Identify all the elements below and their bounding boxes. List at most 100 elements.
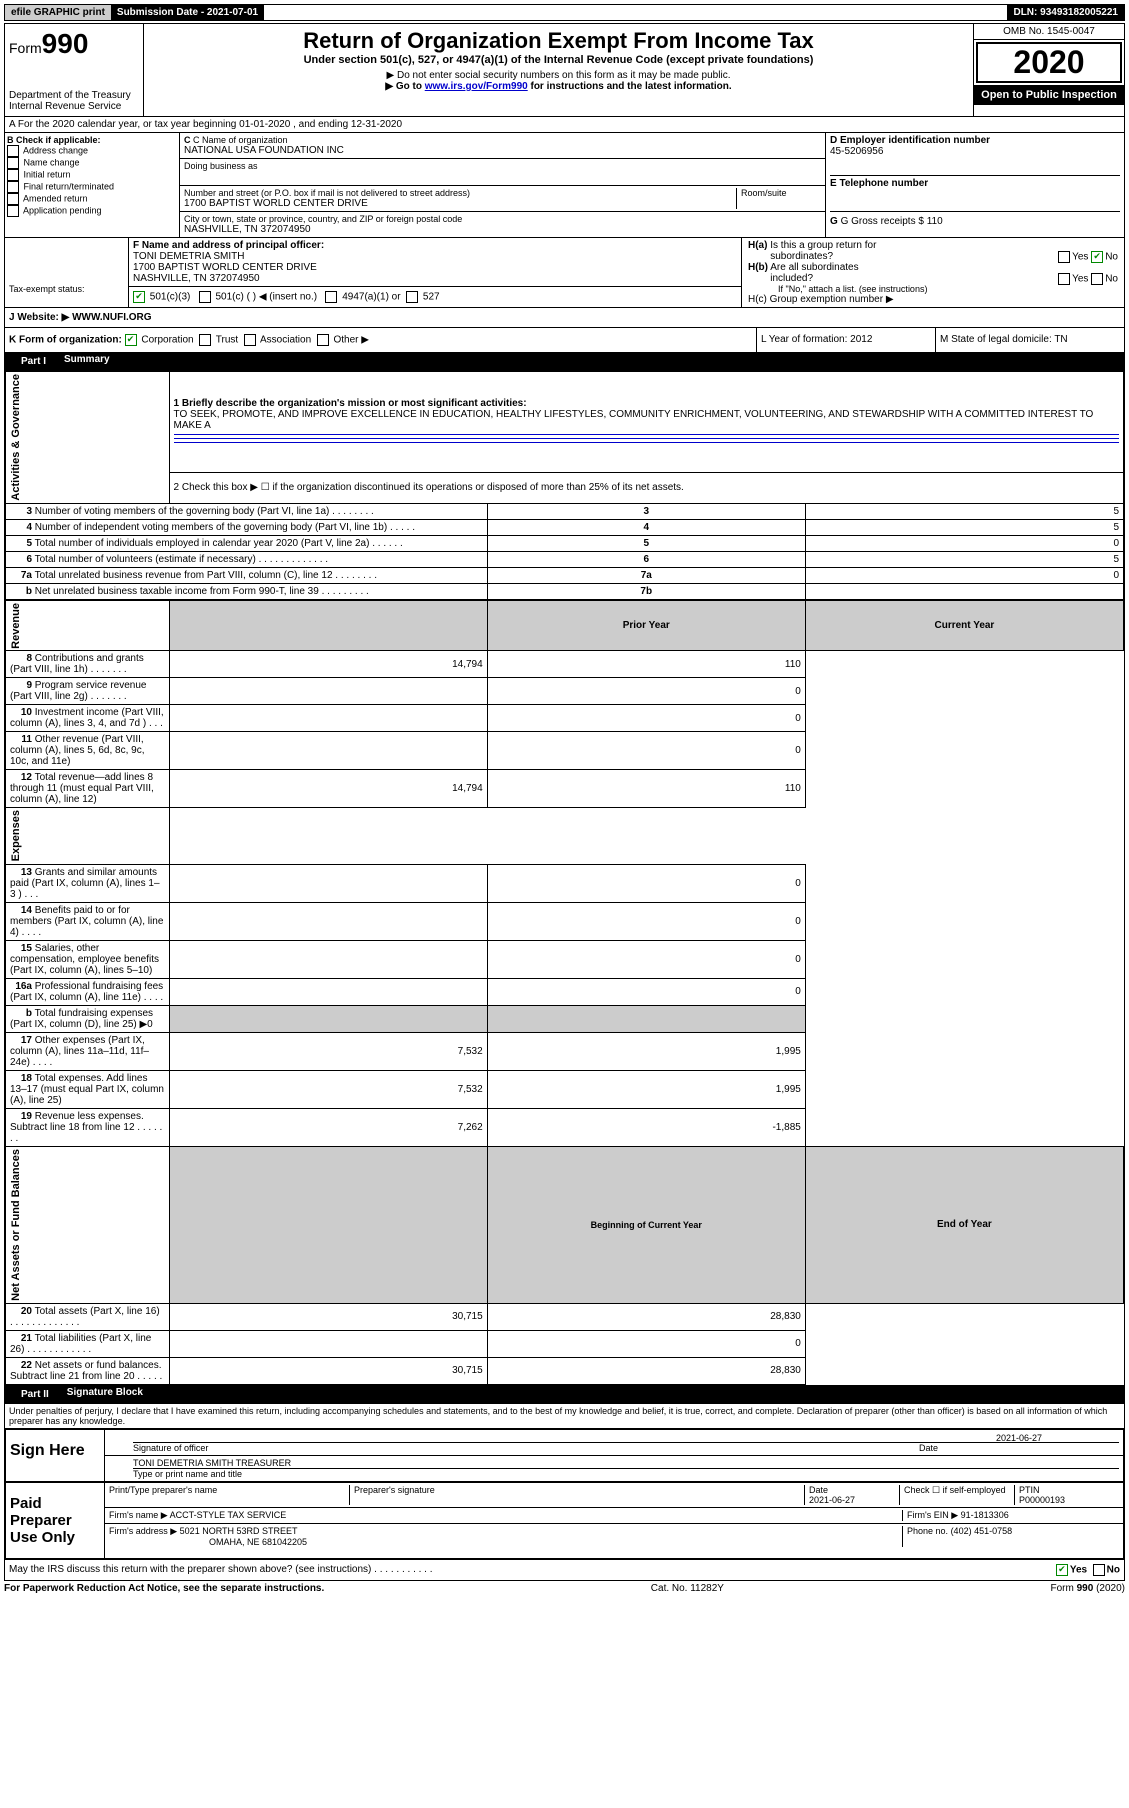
prep-sig-label: Preparer's signature <box>350 1485 805 1505</box>
prep-date: 2021-06-27 <box>809 1495 855 1505</box>
line-7b: b Net unrelated business taxable income … <box>6 583 1124 599</box>
line-4: 4 Number of independent voting members o… <box>6 519 1124 535</box>
line-9: 9 Program service revenue (Part VIII, li… <box>6 678 1124 705</box>
line-3: 3 Number of voting members of the govern… <box>6 503 1124 519</box>
f-label: F Name and address of principal officer: <box>133 240 324 251</box>
h-c: H(c) Group exemption number ▶ <box>748 294 1118 305</box>
col-end: End of Year <box>805 1146 1123 1303</box>
gross-receipts: G Gross receipts $ 110 <box>841 216 943 227</box>
rot-revenue: Revenue <box>10 603 22 649</box>
perjury: Under penalties of perjury, I declare th… <box>5 1404 1124 1428</box>
sig-date: 2021-06-27 <box>919 1433 1119 1443</box>
part1-header: Part I Summary <box>5 352 1124 371</box>
form-header: Form990 Department of the Treasury Inter… <box>5 24 1124 116</box>
prep-name-label: Print/Type preparer's name <box>109 1485 350 1505</box>
cb-501c3[interactable]: ✔ <box>133 291 145 303</box>
state-domicile: M State of legal domicile: TN <box>935 328 1124 352</box>
sign-here-block: Sign Here Signature of officer Date 2021… <box>5 1428 1124 1482</box>
city: NASHVILLE, TN 372074950 <box>184 224 821 235</box>
addr: 1700 BAPTIST WORLD CENTER DRIVE <box>184 198 736 209</box>
entity-block: B Check if applicable: Address change Na… <box>5 132 1124 237</box>
efile-label: efile GRAPHIC print <box>5 5 111 20</box>
firm-name: ACCT-STYLE TAX SERVICE <box>170 1510 287 1520</box>
col-c: C C Name of organization NATIONAL USA FO… <box>180 133 826 237</box>
org-name: NATIONAL USA FOUNDATION INC <box>184 145 821 156</box>
form-number: Form990 <box>9 28 139 60</box>
officer-typed: TONI DEMETRIA SMITH TREASURER <box>133 1458 1119 1469</box>
cb-initial-return: Initial return <box>7 169 177 181</box>
year-formation: L Year of formation: 2012 <box>756 328 935 352</box>
discuss-row: May the IRS discuss this return with the… <box>5 1559 1124 1580</box>
c-label: C Name of organization <box>193 135 288 145</box>
line-19: 19 Revenue less expenses. Subtract line … <box>6 1108 1124 1146</box>
col-b: B Check if applicable: Address change Na… <box>5 133 180 237</box>
line-22: 22 Net assets or fund balances. Subtract… <box>6 1357 1124 1384</box>
form-990: Form990 Department of the Treasury Inter… <box>4 23 1125 1581</box>
h-a: H(a) Is this a group return for subordin… <box>748 240 1118 262</box>
line-13: 13 Grants and similar amounts paid (Part… <box>6 864 1124 902</box>
line-20: 20 Total assets (Part X, line 16) . . . … <box>6 1303 1124 1330</box>
line-12: 12 Total revenue—add lines 8 through 11 … <box>6 770 1124 808</box>
line-6: 6 Total number of volunteers (estimate i… <box>6 551 1124 567</box>
room-label: Room/suite <box>736 188 821 209</box>
ssn-note: ▶ Do not enter social security numbers o… <box>148 70 969 81</box>
footer-right: Form 990 (2020) <box>1051 1583 1125 1594</box>
firm-addr2: OMAHA, NE 681042205 <box>109 1537 307 1547</box>
phone-e-label: E Telephone number <box>830 178 928 189</box>
top-bar: efile GRAPHIC print Submission Date - 20… <box>4 4 1125 21</box>
f-h-block: Tax-exempt status: F Name and address of… <box>5 237 1124 307</box>
part1-table: Activities & Governance 1 Briefly descri… <box>5 371 1124 1385</box>
cb-527[interactable] <box>406 291 418 303</box>
firm-phone: (402) 451-0758 <box>951 1526 1013 1536</box>
sig-officer-label: Signature of officer <box>133 1442 919 1453</box>
ptin: P00000193 <box>1019 1495 1065 1505</box>
paid-preparer-block: Paid Preparer Use Only Print/Type prepar… <box>5 1482 1124 1559</box>
q2: 2 Check this box ▶ ☐ if the organization… <box>169 473 1123 504</box>
line-5: 5 Total number of individuals employed i… <box>6 535 1124 551</box>
tax-status-label: Tax-exempt status: <box>9 284 124 294</box>
irs-link[interactable]: www.irs.gov/Form990 <box>425 81 528 92</box>
line-18: 18 Total expenses. Add lines 13–17 (must… <box>6 1070 1124 1108</box>
col-current: Current Year <box>805 600 1123 651</box>
ein-label: D Employer identification number <box>830 135 990 146</box>
website: WWW.NUFI.ORG <box>72 312 151 323</box>
submission-date: Submission Date - 2021-07-01 <box>111 5 264 20</box>
cb-address-change: Address change <box>7 145 177 157</box>
check-self: Check ☐ if self-employed <box>900 1485 1015 1505</box>
line-16a: 16a Professional fundraising fees (Part … <box>6 978 1124 1005</box>
open-public: Open to Public Inspection <box>974 85 1124 105</box>
col-prior: Prior Year <box>487 600 805 651</box>
line-11: 11 Other revenue (Part VIII, column (A),… <box>6 732 1124 770</box>
footer-left: For Paperwork Reduction Act Notice, see … <box>4 1583 324 1594</box>
irs: Internal Revenue Service <box>9 101 139 112</box>
q1-label: 1 Briefly describe the organization's mi… <box>174 398 527 409</box>
addr-label: Number and street (or P.O. box if mail i… <box>184 188 736 198</box>
type-name-label: Type or print name and title <box>133 1469 1119 1479</box>
form-subtitle: Under section 501(c), 527, or 4947(a)(1)… <box>148 54 969 66</box>
tax-year: 2020 <box>976 42 1122 83</box>
dln: DLN: 93493182005221 <box>1007 5 1124 20</box>
rot-expenses: Expenses <box>10 810 22 861</box>
cb-501c[interactable] <box>199 291 211 303</box>
ein: 45-5206956 <box>830 146 883 157</box>
form-title: Return of Organization Exempt From Incom… <box>148 28 969 54</box>
dept-treasury: Department of the Treasury <box>9 90 139 101</box>
q1-text: TO SEEK, PROMOTE, AND IMPROVE EXCELLENCE… <box>174 409 1094 431</box>
cb-amended-return: Amended return <box>7 193 177 205</box>
h-b-note: If "No," attach a list. (see instruction… <box>748 284 1118 294</box>
klm-row: K Form of organization: ✔ Corporation Tr… <box>5 327 1124 352</box>
goto-note: ▶ Go to www.irs.gov/Form990 for instruct… <box>148 81 969 92</box>
dba-label: Doing business as <box>184 161 258 171</box>
cb-4947[interactable] <box>325 291 337 303</box>
line-14: 14 Benefits paid to or for members (Part… <box>6 902 1124 940</box>
cb-application-pending: Application pending <box>7 205 177 217</box>
line-21: 21 Total liabilities (Part X, line 26) .… <box>6 1330 1124 1357</box>
officer-addr1: 1700 BAPTIST WORLD CENTER DRIVE <box>133 262 317 273</box>
firm-ein: 91-1813306 <box>961 1510 1009 1520</box>
firm-addr1: 5021 NORTH 53RD STREET <box>180 1526 298 1536</box>
rot-activities: Activities & Governance <box>10 374 22 501</box>
officer-addr2: NASHVILLE, TN 372074950 <box>133 273 260 284</box>
omb: OMB No. 1545-0047 <box>974 24 1124 40</box>
line-7a: 7a Total unrelated business revenue from… <box>6 567 1124 583</box>
line-8: 8 Contributions and grants (Part VIII, l… <box>6 651 1124 678</box>
